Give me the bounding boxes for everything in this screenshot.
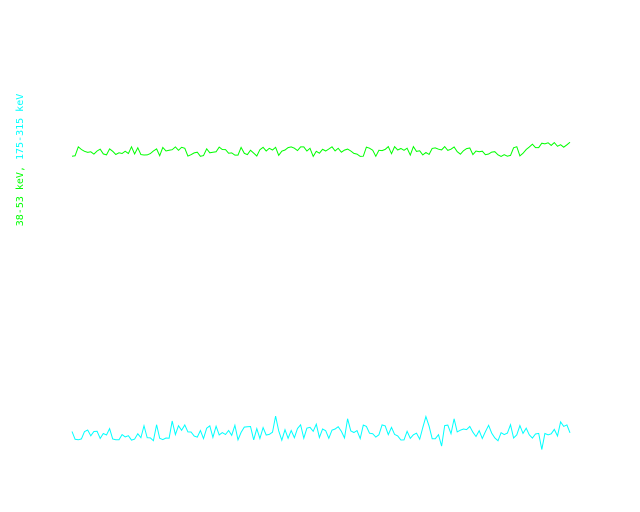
series-line-high-energy [71, 414, 571, 450]
y-label-high-energy: 175-315 keV [15, 93, 26, 160]
y-axis-label: 38-53 keV, 175-315 keV [15, 93, 26, 227]
series-line-low-energy [71, 141, 571, 158]
y-label-low-energy: 38-53 keV, [15, 166, 26, 227]
